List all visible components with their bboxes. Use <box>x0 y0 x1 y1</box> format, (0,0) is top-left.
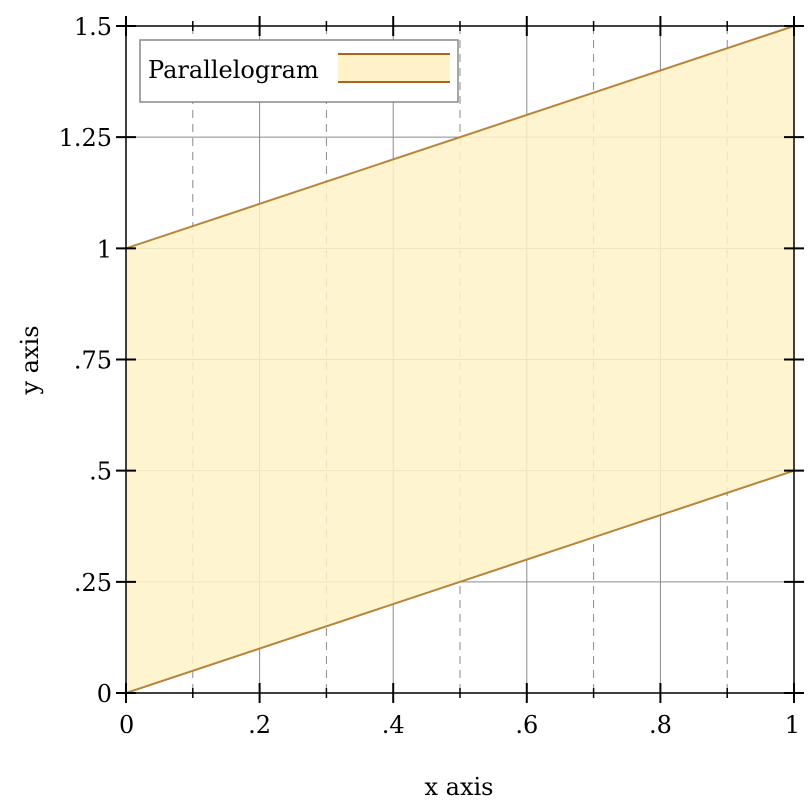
x-tick-label: 0 <box>119 711 134 739</box>
x-tick-label: .4 <box>382 711 405 739</box>
x-axis-title: x axis <box>425 773 494 801</box>
y-tick-label: 1.5 <box>74 13 112 41</box>
x-tick-label: .6 <box>515 711 538 739</box>
x-tick-label: .8 <box>649 711 672 739</box>
legend-label-parallelogram: Parallelogram <box>148 56 319 84</box>
legend-swatch-parallelogram <box>338 54 450 82</box>
legend: Parallelogram <box>139 39 459 103</box>
area-lower-line-0 <box>125 469 795 694</box>
y-axis-title: y axis <box>16 325 44 395</box>
axis-ticks <box>116 16 804 703</box>
y-tick-label: 1 <box>97 235 112 263</box>
area-upper-line-0 <box>125 25 795 250</box>
x-tick-label: 1 <box>785 711 800 739</box>
y-tick-label: .5 <box>89 458 112 486</box>
plot-area <box>125 25 795 694</box>
y-tick-label: 0 <box>97 680 112 708</box>
tick-labels: 0 .2 .4 .6 .8 1 0 .25 .5 .75 1 1.25 1.5 <box>59 13 800 739</box>
x-tick-label: .2 <box>248 711 271 739</box>
y-tick-label: .25 <box>74 569 112 597</box>
y-tick-label: 1.25 <box>59 124 112 152</box>
y-tick-label: .75 <box>74 347 112 375</box>
